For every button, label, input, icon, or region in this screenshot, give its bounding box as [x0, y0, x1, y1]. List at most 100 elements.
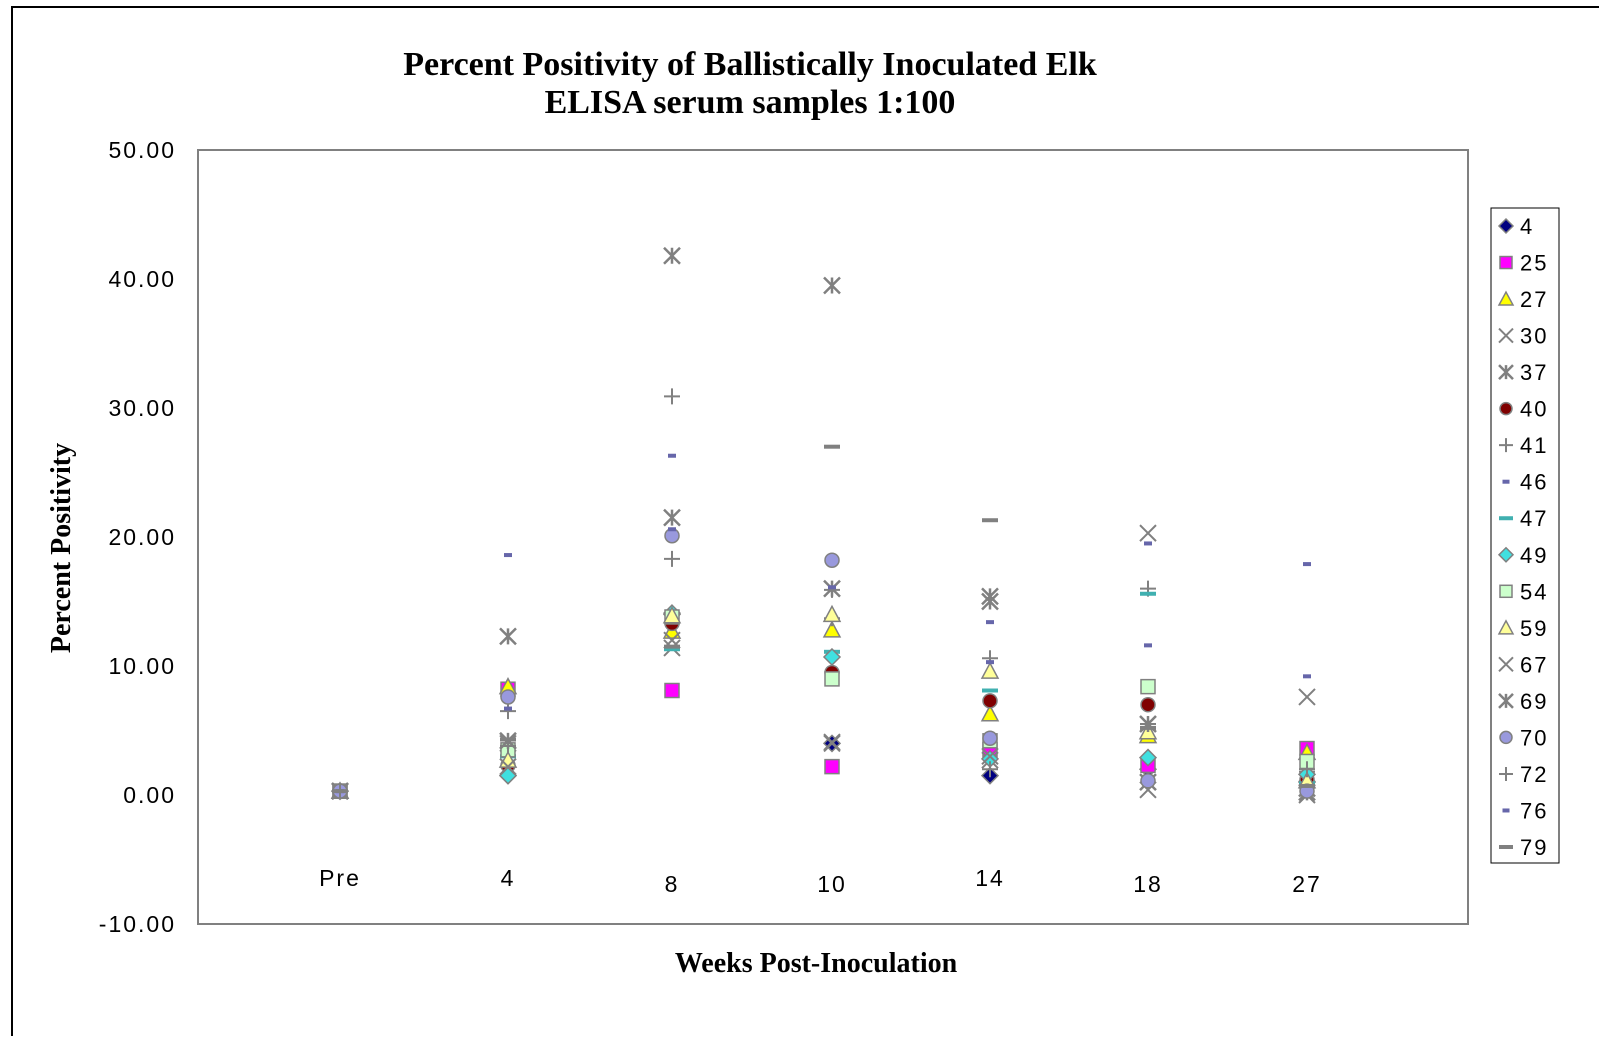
legend-marker [1499, 438, 1513, 453]
data-point [1144, 541, 1152, 546]
data-point [1139, 524, 1157, 542]
x-tick-label: 8 [665, 871, 680, 897]
legend-marker [1502, 808, 1510, 813]
data-point [664, 647, 680, 652]
y-tick-label: 0.00 [123, 782, 176, 808]
legend-marker [1497, 546, 1515, 563]
data-point [824, 671, 840, 687]
data-point [332, 789, 348, 794]
legend-marker [1498, 656, 1514, 673]
y-tick-label: 50.00 [108, 137, 176, 163]
y-tick-label: 30.00 [108, 395, 176, 421]
data-point [986, 660, 994, 665]
data-point [1303, 562, 1311, 567]
data-point [981, 747, 999, 766]
data-point [663, 246, 681, 265]
legend-marker [1498, 692, 1514, 709]
data-point [986, 620, 994, 625]
legend-label: 67 [1520, 652, 1548, 677]
data-point [822, 604, 842, 623]
legend-label: 25 [1520, 251, 1548, 276]
x-tick-label: 14 [975, 865, 1005, 891]
legend-label: 79 [1520, 835, 1548, 860]
data-point [822, 647, 842, 667]
legend-label: 70 [1520, 725, 1548, 750]
legend-marker [1499, 845, 1513, 849]
legend-marker [1497, 217, 1515, 235]
data-point [1140, 773, 1156, 789]
data-point [824, 552, 840, 568]
data-point [828, 585, 836, 590]
legend-label: 4 [1520, 214, 1534, 239]
data-point [499, 627, 517, 646]
data-point [668, 527, 676, 532]
data-point [499, 757, 517, 776]
x-tick-label: 18 [1133, 871, 1163, 897]
data-point [823, 276, 841, 295]
legend-label: 69 [1520, 689, 1548, 714]
chart-frame [11, 6, 1599, 1036]
x-tick-label: Pre [319, 865, 361, 891]
data-point [664, 388, 680, 405]
data-point [1299, 761, 1315, 778]
data-point [982, 761, 998, 778]
plot-area [197, 149, 1469, 925]
data-point [664, 682, 680, 699]
data-point [664, 550, 680, 567]
data-point [1299, 783, 1315, 788]
data-point [980, 661, 1000, 679]
y-tick-label: 40.00 [108, 266, 176, 292]
data-point [824, 581, 840, 598]
x-tick-label: 10 [817, 871, 847, 897]
data-point [663, 508, 681, 527]
data-point [662, 606, 682, 624]
chart-subtitle: ELISA serum samples 1:100 [544, 84, 956, 121]
y-tick-label: -10.00 [99, 911, 176, 937]
legend-marker [1499, 766, 1513, 781]
legend-marker [1499, 516, 1513, 521]
data-point [1140, 591, 1156, 596]
legend-label: 37 [1520, 360, 1548, 385]
data-point [982, 518, 998, 523]
legend-label: 59 [1520, 616, 1548, 641]
data-point [504, 553, 512, 558]
legend-marker [1497, 290, 1515, 306]
legend-label: 47 [1520, 506, 1548, 531]
data-point [824, 444, 840, 449]
data-point [500, 737, 516, 742]
legend-marker [1499, 401, 1513, 416]
legend-label: 41 [1520, 433, 1548, 458]
data-point [980, 704, 1000, 722]
data-point [1144, 643, 1152, 648]
legend-marker [1499, 730, 1513, 745]
legend-box [1490, 207, 1560, 864]
data-point [824, 758, 840, 775]
data-point [1138, 748, 1158, 767]
x-axis-title: Weeks Post-Inoculation [674, 948, 958, 979]
y-tick-label: 20.00 [108, 524, 176, 550]
data-point [1140, 696, 1156, 713]
data-point [823, 733, 841, 751]
x-tick-label: 27 [1292, 871, 1322, 897]
data-point [500, 689, 516, 705]
data-point [822, 620, 842, 638]
legend-marker [1498, 327, 1514, 344]
chart-title: Percent Positivity of Ballistically Inoc… [403, 46, 1097, 83]
data-point [981, 592, 999, 611]
x-tick-label: 4 [501, 865, 516, 891]
data-point [500, 703, 516, 720]
legend-label: 46 [1520, 470, 1548, 495]
legend-label: 30 [1520, 324, 1548, 349]
data-point [1303, 674, 1311, 679]
legend-marker [1498, 364, 1514, 381]
legend-marker [1502, 479, 1510, 484]
legend-label: 40 [1520, 397, 1548, 422]
legend-marker [1497, 619, 1515, 635]
data-point [1140, 678, 1156, 695]
legend-label: 54 [1520, 579, 1548, 604]
data-point [1140, 725, 1156, 730]
data-point [982, 693, 998, 709]
legend-label: 27 [1520, 287, 1548, 312]
data-point [1298, 688, 1316, 706]
